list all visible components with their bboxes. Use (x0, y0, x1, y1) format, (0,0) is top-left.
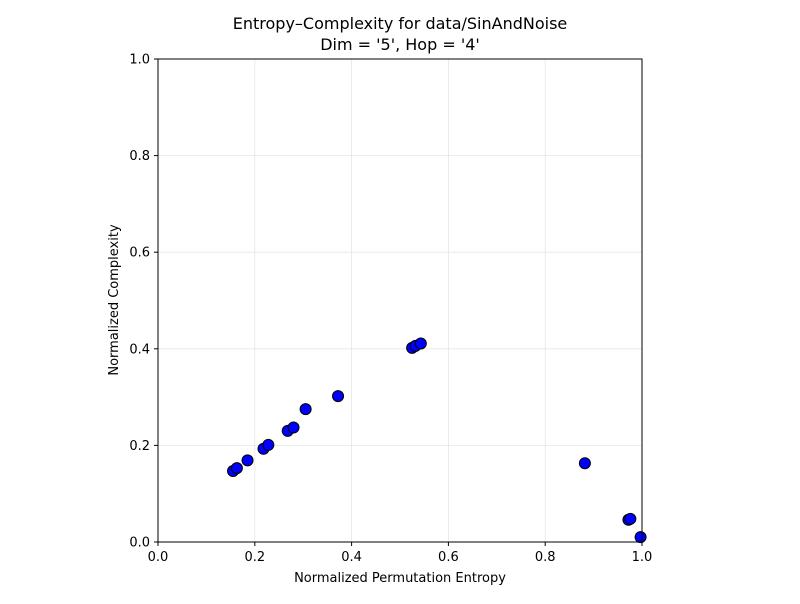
y-tick-label: 0.2 (129, 439, 150, 454)
scatter-point (414, 337, 427, 350)
y-tick-label: 0.0 (129, 536, 150, 551)
scatter-point (624, 512, 637, 525)
scatter-point (578, 457, 591, 470)
chart-title: Entropy–Complexity for data/SinAndNoise (233, 14, 568, 33)
y-tick-label: 1.0 (129, 53, 150, 68)
scatter-point (287, 421, 300, 434)
data-points (227, 337, 647, 544)
scatter-point (230, 462, 243, 475)
y-axis-label: Normalized Complexity (107, 224, 122, 376)
scatter-point (634, 531, 647, 544)
scatter-point (262, 438, 275, 451)
y-tick-label: 0.6 (129, 246, 150, 261)
x-tick-label: 0.2 (244, 550, 265, 565)
chart-subtitle: Dim = '5', Hop = '4' (320, 35, 480, 54)
scatter-point (332, 390, 345, 403)
x-tick-label: 0.0 (148, 550, 169, 565)
y-tick-label: 0.8 (129, 149, 150, 164)
grid-lines (157, 58, 643, 543)
axis-ticks: 0.0 0.2 0.4 0.6 0.8 1.0 0.0 0.2 0.4 0.6 0.8 1.0 (129, 53, 652, 566)
x-tick-label: 0.6 (438, 550, 459, 565)
x-axis-label: Normalized Permutation Entropy (294, 571, 506, 586)
plot-area-frame (157, 58, 643, 543)
y-tick-label: 0.4 (129, 342, 150, 357)
x-tick-label: 0.4 (341, 550, 362, 565)
x-tick-label: 0.8 (535, 550, 556, 565)
scatter-point (299, 403, 312, 416)
scatter-point (241, 454, 254, 467)
x-tick-label: 1.0 (632, 550, 653, 565)
